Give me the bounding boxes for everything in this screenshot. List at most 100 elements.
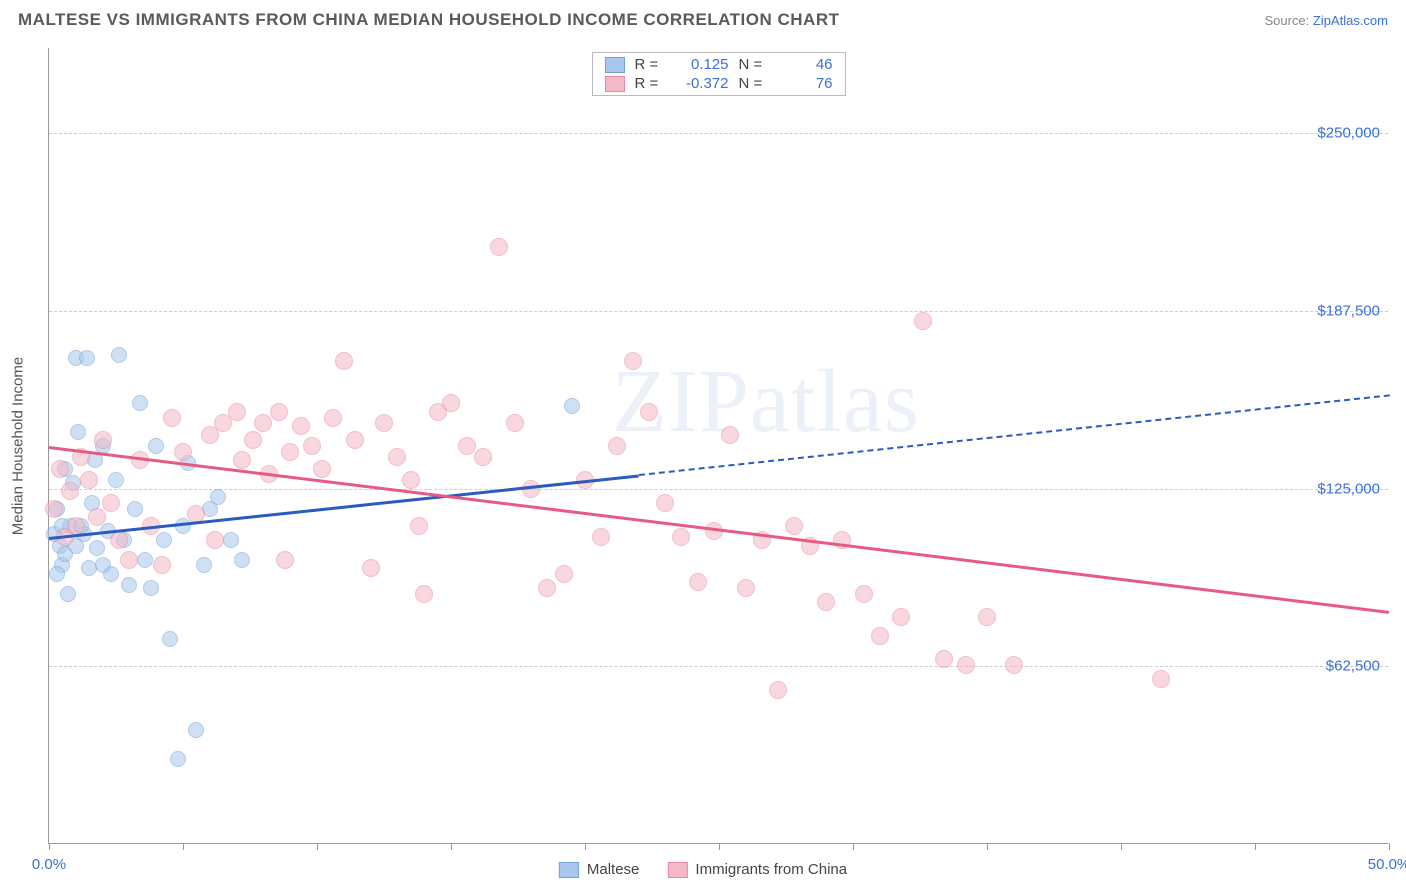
- data-point: [148, 438, 164, 454]
- scatter-plot: ZIPatlas R =0.125N =46R =-0.372N =76 $62…: [48, 48, 1388, 844]
- data-point: [51, 460, 69, 478]
- data-point: [233, 451, 251, 469]
- data-point: [61, 482, 79, 500]
- x-tick: [1255, 843, 1256, 850]
- x-tick: [987, 843, 988, 850]
- data-point: [110, 531, 128, 549]
- x-tick: [49, 843, 50, 850]
- data-point: [244, 431, 262, 449]
- data-point: [111, 347, 127, 363]
- y-tick-label: $62,500: [1326, 658, 1380, 675]
- data-point: [102, 494, 120, 512]
- chart-title: MALTESE VS IMMIGRANTS FROM CHINA MEDIAN …: [18, 10, 840, 30]
- source-prefix: Source:: [1264, 13, 1312, 28]
- data-point: [49, 566, 65, 582]
- data-point: [555, 565, 573, 583]
- data-point: [935, 650, 953, 668]
- data-point: [120, 551, 138, 569]
- data-point: [210, 489, 226, 505]
- data-point: [817, 593, 835, 611]
- data-point: [656, 494, 674, 512]
- x-tick: [1121, 843, 1122, 850]
- data-point: [957, 656, 975, 674]
- stats-legend-row: R = -0.372 N = 76: [593, 74, 845, 93]
- data-point: [324, 409, 342, 427]
- stat-r-value: -0.372: [673, 75, 729, 92]
- stat-r-label: R =: [635, 75, 663, 92]
- data-point: [592, 528, 610, 546]
- stats-legend: R =0.125N =46R =-0.372N =76: [592, 52, 846, 96]
- data-point: [490, 238, 508, 256]
- data-point: [163, 409, 181, 427]
- y-tick-label: $250,000: [1317, 125, 1380, 142]
- data-point: [362, 559, 380, 577]
- data-point: [121, 577, 137, 593]
- data-point: [143, 580, 159, 596]
- data-point: [1005, 656, 1023, 674]
- data-point: [79, 350, 95, 366]
- watermark-text: ZIPatlas: [612, 350, 920, 453]
- stat-n-value: 46: [777, 56, 833, 73]
- data-point: [132, 395, 148, 411]
- x-tick: [585, 843, 586, 850]
- x-tick: [451, 843, 452, 850]
- data-point: [303, 437, 321, 455]
- stat-n-label: N =: [739, 56, 767, 73]
- data-point: [624, 352, 642, 370]
- gridline-h: [49, 311, 1388, 312]
- data-point: [228, 403, 246, 421]
- trend-line: [49, 446, 1389, 613]
- x-tick: [719, 843, 720, 850]
- legend-item: Immigrants from China: [667, 861, 847, 878]
- data-point: [70, 424, 86, 440]
- legend-item: Maltese: [559, 861, 640, 878]
- x-tick-label: 50.0%: [1368, 856, 1406, 873]
- data-point: [95, 557, 111, 573]
- chart-area: Median Household Income ZIPatlas R =0.12…: [48, 48, 1388, 844]
- trend-line: [638, 395, 1389, 477]
- data-point: [640, 403, 658, 421]
- data-point: [892, 608, 910, 626]
- gridline-h: [49, 133, 1388, 134]
- data-point: [769, 681, 787, 699]
- data-point: [67, 517, 85, 535]
- data-point: [170, 751, 186, 767]
- data-point: [564, 398, 580, 414]
- data-point: [375, 414, 393, 432]
- y-axis-label: Median Household Income: [10, 357, 27, 535]
- stat-r-label: R =: [635, 56, 663, 73]
- stat-n-label: N =: [739, 75, 767, 92]
- data-point: [80, 471, 98, 489]
- x-tick: [183, 843, 184, 850]
- source-attribution: Source: ZipAtlas.com: [1264, 13, 1388, 28]
- data-point: [388, 448, 406, 466]
- legend-label: Immigrants from China: [695, 861, 847, 878]
- data-point: [153, 556, 171, 574]
- data-point: [608, 437, 626, 455]
- data-point: [292, 417, 310, 435]
- source-link[interactable]: ZipAtlas.com: [1313, 13, 1388, 28]
- gridline-h: [49, 666, 1388, 667]
- data-point: [785, 517, 803, 535]
- data-point: [402, 471, 420, 489]
- data-point: [672, 528, 690, 546]
- data-point: [914, 312, 932, 330]
- data-point: [689, 573, 707, 591]
- x-tick-label: 0.0%: [32, 856, 66, 873]
- y-tick-label: $187,500: [1317, 302, 1380, 319]
- data-point: [137, 552, 153, 568]
- data-point: [45, 500, 63, 518]
- data-point: [270, 403, 288, 421]
- data-point: [254, 414, 272, 432]
- y-tick-label: $125,000: [1317, 480, 1380, 497]
- data-point: [162, 631, 178, 647]
- data-point: [234, 552, 250, 568]
- stat-n-value: 76: [777, 75, 833, 92]
- legend-swatch: [605, 76, 625, 92]
- data-point: [346, 431, 364, 449]
- data-point: [223, 532, 239, 548]
- legend-label: Maltese: [587, 861, 640, 878]
- data-point: [127, 501, 143, 517]
- data-point: [871, 627, 889, 645]
- x-tick: [853, 843, 854, 850]
